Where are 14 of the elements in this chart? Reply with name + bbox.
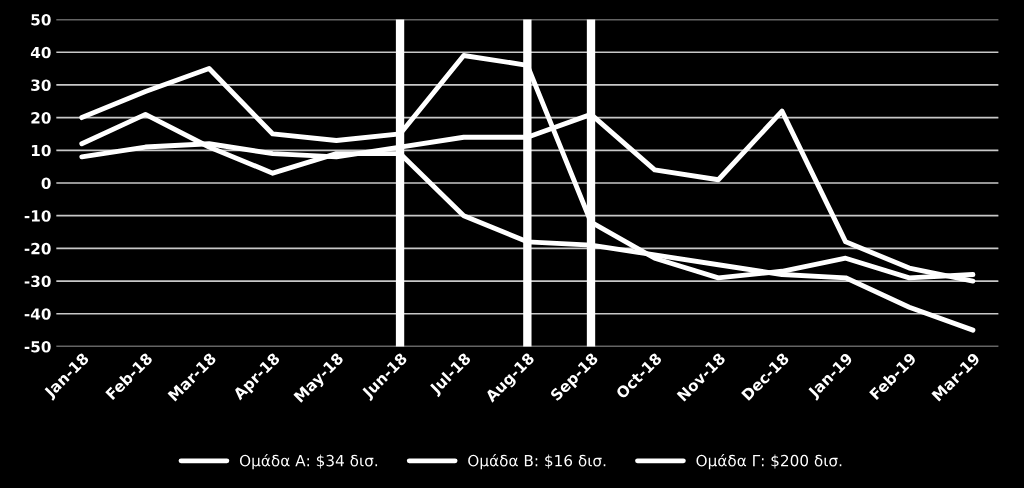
legend-label: Ομάδα Γ: $200 δισ. <box>696 453 842 470</box>
y-tick-label: 20 <box>31 112 51 124</box>
y-tick-label: -10 <box>24 210 51 222</box>
y-tick-label: -20 <box>24 242 51 255</box>
y-tick-label: -50 <box>24 340 51 353</box>
y-tick-label: -30 <box>24 275 51 288</box>
y-tick-label: 40 <box>30 46 51 59</box>
y-tick-label: -40 <box>24 308 51 320</box>
legend-label: Ομάδα Α: $34 δισ. <box>239 453 378 470</box>
y-tick-label: 10 <box>31 144 51 157</box>
y-tick-label: 50 <box>31 13 51 26</box>
y-tick-label: 30 <box>31 79 51 91</box>
legend-label: Ομάδα Β: $16 δισ. <box>468 453 606 470</box>
y-tick-label: 0 <box>41 177 51 190</box>
